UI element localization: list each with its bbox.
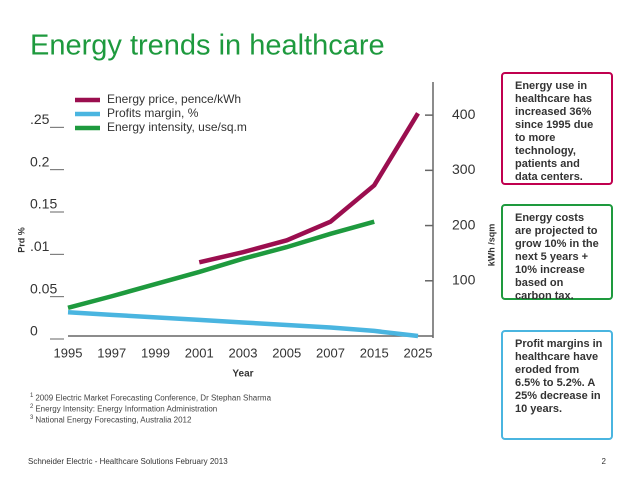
- x-tick-label: 2003: [229, 345, 258, 360]
- footnote: 3 National Energy Forecasting, Australia …: [30, 415, 191, 425]
- legend-label: Profits margin, %: [107, 106, 199, 120]
- series-line: [198, 112, 420, 265]
- y-tick-label: 0.2: [30, 153, 50, 169]
- x-axis-label: Year: [232, 369, 253, 380]
- y2-tick-label: 100: [452, 271, 476, 287]
- y-tick-label: 0.05: [30, 280, 57, 296]
- footnote-mark: 1: [30, 393, 34, 399]
- footnote: 2 Energy Intensity: Energy Information Ad…: [30, 404, 217, 414]
- legend-label: Energy price, pence/kWh: [107, 92, 241, 106]
- x-tick-label: 2015: [360, 345, 389, 360]
- footnote-text: Energy Intensity: Energy Information Adm…: [35, 404, 218, 414]
- legend-label: Energy intensity, use/sq.m: [107, 120, 247, 134]
- callout: Profit margins in healthcare have eroded…: [501, 330, 613, 440]
- y2-tick-label: 200: [452, 216, 476, 232]
- footnote-text: National Energy Forecasting, Australia 2…: [35, 415, 192, 425]
- x-tick-label: 2001: [185, 345, 214, 360]
- x-tick-label: 1995: [54, 345, 83, 360]
- callout: Energy use in healthcare has increased 3…: [501, 72, 613, 185]
- callout: Energy costs are projected to grow 10% i…: [501, 204, 613, 302]
- footer: Schneider Electric - Healthcare Solution…: [28, 457, 228, 466]
- footnote-mark: 3: [30, 415, 34, 421]
- y-tick-label: .25: [30, 111, 50, 127]
- series-line: [67, 310, 419, 339]
- x-tick-label: 2007: [316, 345, 345, 360]
- y-axis-label: Prd %: [16, 227, 26, 253]
- x-tick-label: 1997: [97, 345, 126, 360]
- footnote: 1 2009 Electric Market Forecasting Confer…: [30, 393, 271, 403]
- x-tick-label: 1999: [141, 345, 170, 360]
- chart-title: Energy trends in healthcare: [30, 30, 385, 62]
- y2-axis-label: kWh /sqm: [486, 224, 496, 267]
- x-tick-label: 2005: [272, 345, 301, 360]
- series-line: [67, 219, 375, 311]
- footnote-text: 2009 Electric Market Forecasting Confere…: [35, 393, 272, 403]
- y-tick-label: 0.15: [30, 196, 57, 212]
- page-number: 2: [602, 457, 607, 466]
- y-tick-label: .01: [30, 238, 50, 254]
- x-tick-label: 2025: [404, 345, 433, 360]
- y2-tick-label: 400: [452, 106, 476, 122]
- footnote-mark: 2: [30, 404, 34, 410]
- y-tick-label: 0: [30, 323, 38, 339]
- y2-tick-label: 300: [452, 161, 476, 177]
